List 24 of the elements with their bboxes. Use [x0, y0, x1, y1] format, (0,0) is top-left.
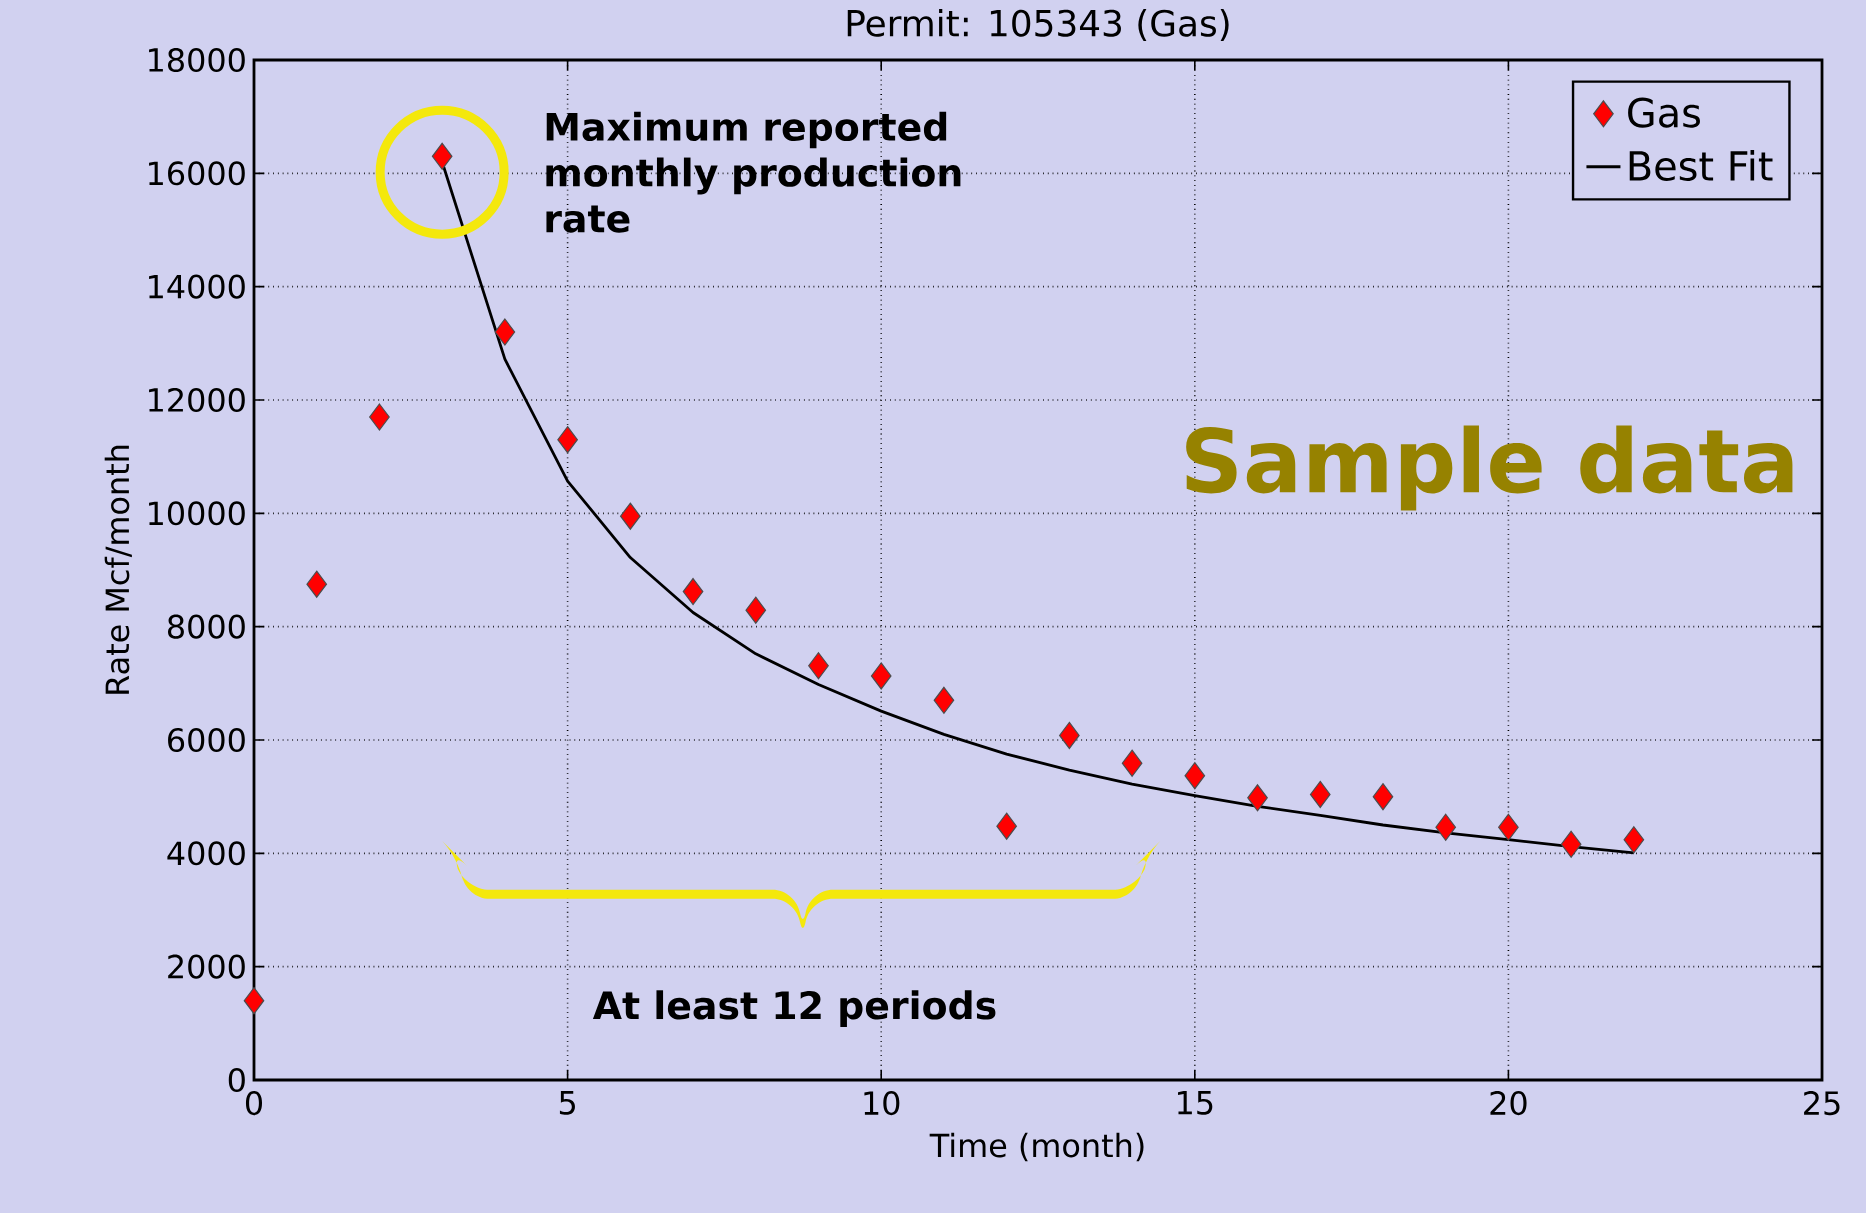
y-tick-label: 18000: [149, 47, 245, 73]
y-tick-label: 12000: [149, 387, 245, 413]
x-tick-label: 10: [864, 1091, 900, 1116]
y-tick-label: 4000: [167, 841, 245, 866]
y-tick-label: 0: [228, 1067, 245, 1093]
x-tick-label: 15: [1178, 1091, 1213, 1115]
x-tick-label: 5: [559, 1091, 575, 1115]
x-axis-title: Time (month): [929, 1132, 1144, 1162]
x-tick-label: 20: [1490, 1091, 1527, 1116]
chart-title: Permit: 105343 (Gas): [847, 9, 1229, 41]
legend-label: Gas: [1628, 97, 1700, 128]
y-tick-label: 2000: [168, 954, 245, 979]
y-tick-label: 14000: [149, 274, 245, 299]
y-tick-label: 16000: [149, 161, 245, 186]
y-tick-label: 8000: [167, 614, 245, 639]
x-tick-label: 25: [1804, 1091, 1840, 1116]
y-tick-label: 6000: [168, 727, 245, 753]
x-tick-label: 0: [245, 1091, 263, 1116]
annotation: Sample data: [1186, 425, 1793, 511]
legend-label: Best Fit: [1629, 150, 1773, 181]
y-axis-title: Rate Mcf/month: [104, 445, 132, 694]
annotation: Maximum reported monthly production rate: [546, 111, 961, 233]
y-tick-label: 10000: [149, 501, 245, 526]
annotation: At least 12 periods: [592, 990, 996, 1027]
